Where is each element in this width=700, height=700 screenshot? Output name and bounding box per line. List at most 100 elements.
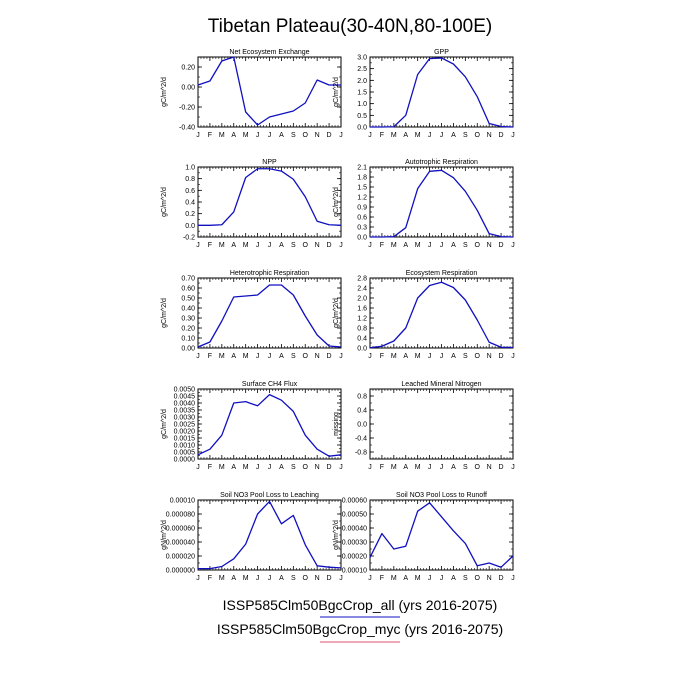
panel-2-xtick-label: M [391, 132, 397, 139]
panel-3-ytick-label: 0.4 [185, 200, 195, 207]
panel-6-ytick-label: 0.0 [357, 346, 367, 353]
panel-10-ylabel: gN/m^2/d [333, 520, 340, 550]
panel-2-ytick-label: 1.0 [357, 101, 367, 108]
panel-7-ytick-label: 0.0005 [174, 450, 196, 457]
panel-5-ytick-label: 0.00 [181, 346, 195, 353]
panel-8-ylabel: missing [333, 412, 340, 436]
panel-10-xtick-label: J [428, 575, 432, 582]
panel-6-xtick-label: J [440, 353, 444, 360]
panel-10-ytick-label: 0.00050 [342, 512, 367, 519]
panel-3-title: NPP [262, 159, 277, 166]
panel-7-ytick-label: 0.0050 [174, 387, 196, 394]
panel-6-xtick-label: A [451, 353, 456, 360]
panel-2-xtick-label: O [475, 132, 481, 139]
panel-2-ytick-label: 2.0 [357, 78, 367, 85]
panel-5-xtick-label: F [208, 353, 212, 360]
legend-label-myc: ISSP585Clm50BgcCrop_myc (yrs 2016-2075) [217, 621, 503, 637]
panel-10-xtick-label: M [391, 575, 397, 582]
panel-1-xtick-label: S [291, 132, 296, 139]
panel-2-ytick-label: 0.0 [357, 125, 367, 132]
panel-4-xtick-label: S [463, 242, 468, 249]
panel-2-xtick-label: J [368, 132, 372, 139]
panel-8-xtick-label: A [403, 464, 408, 471]
panel-9-ylabel: gN/m^2/d [161, 520, 168, 550]
panel-9-xtick-label: J [268, 575, 272, 582]
panel-3-xtick-label: M [219, 242, 225, 249]
panel-9-xtick-label: O [303, 575, 309, 582]
main-title: Tibetan Plateau(30-40N,80-100E) [208, 16, 492, 37]
panel-10-xtick-label: J [368, 575, 372, 582]
panel-8-frame [369, 388, 514, 460]
panel-2-frame [369, 56, 514, 128]
panel-5-xtick-label: N [315, 353, 320, 360]
panel-10-ytick-label: 0.00010 [342, 568, 367, 575]
panel-8-xtick-label: N [487, 464, 492, 471]
panel-3-xtick-label: J [256, 242, 260, 249]
panel-7-ytick-label: 0.0025 [174, 422, 196, 429]
panel-8-xtick-label: S [463, 464, 468, 471]
panel-6-ytick-label: 1.6 [357, 306, 367, 313]
panel-3-xtick-label: J [268, 242, 272, 249]
panel-7-xtick-label: M [219, 464, 225, 471]
panel-1-xtick-label: M [243, 132, 249, 139]
panel-4-ytick-label: 2.1 [357, 165, 367, 172]
legend-label-all: ISSP585Clm50BgcCrop_all (yrs 2016-2075) [223, 597, 498, 613]
panel-2-xtick-label: A [403, 132, 408, 139]
panel-8: Leached Mineral Nitrogen missing -0.8 -0.4 0… [333, 381, 515, 471]
panel-6-title: Ecosystem Respiration [406, 270, 478, 277]
panel-3-ytick-label: 0.0 [185, 223, 195, 230]
panel-2-ytick-label: 2.5 [357, 66, 367, 73]
panel-5-ytick-label: 0.20 [181, 326, 195, 333]
panel-4-ytick-label: 0.3 [357, 225, 367, 232]
panel-4-xtick-label: J [440, 242, 444, 249]
panel-2-xtick-label: J [511, 132, 515, 139]
panel-7-xtick-label: N [315, 464, 320, 471]
panel-2-xtick-label: J [440, 132, 444, 139]
panel-4-xtick-label: A [403, 242, 408, 249]
panel-8-xtick-label: J [428, 464, 432, 471]
panel-4-xtick-label: M [415, 242, 421, 249]
panel-7-ytick-label: 0.0015 [174, 436, 196, 443]
panel-1: Net Ecosystem Exchange gC/m^2/d -0.40 -0.20… [161, 49, 343, 139]
panel-3-ytick-label: -0.2 [183, 235, 195, 242]
panel-9-ytick-label: 0.000000 [166, 568, 195, 575]
panel-3-ytick-label: 1.0 [185, 165, 195, 172]
panel-1-xtick-label: J [256, 132, 260, 139]
panel-5-ytick-label: 0.30 [181, 316, 195, 323]
panel-4-ytick-label: 0.0 [357, 235, 367, 242]
panel-5-ytick-label: 0.50 [181, 296, 195, 303]
panel-9-xtick-label: A [231, 575, 236, 582]
panel-5-ytick-label: 0.60 [181, 286, 195, 293]
panel-9-xtick-label: S [291, 575, 296, 582]
panel-6-xtick-label: J [428, 353, 432, 360]
panel-7-frame [197, 388, 342, 460]
panel-7-xtick-label: J [268, 464, 272, 471]
panel-10-xtick-label: M [415, 575, 421, 582]
panel-7-ytick-label: 0.0035 [174, 408, 196, 415]
panel-2-xtick-label: J [428, 132, 432, 139]
panel-10-xtick-label: J [511, 575, 515, 582]
panel-6-xtick-label: N [487, 353, 492, 360]
panel-1-xtick-label: J [339, 132, 343, 139]
panel-6-xtick-label: J [368, 353, 372, 360]
panel-6-ylabel: gC/m^2/d [333, 298, 340, 328]
panel-5-xtick-label: D [327, 353, 332, 360]
panel-7-xtick-label: F [208, 464, 212, 471]
panel-9-xtick-label: M [219, 575, 225, 582]
panel-2-xtick-label: A [451, 132, 456, 139]
panel-5-xtick-label: S [291, 353, 296, 360]
panel-10-ytick-label: 0.00020 [342, 554, 367, 561]
panel-1-xtick-label: F [208, 132, 212, 139]
panel-6-ytick-label: 2.0 [357, 296, 367, 303]
panel-10-title: Soil NO3 Pool Loss to Runoff [396, 492, 487, 499]
panel-9-xtick-label: M [243, 575, 249, 582]
panel-5-ytick-label: 0.70 [181, 276, 195, 283]
panel-8-xtick-label: D [499, 464, 504, 471]
panel-9-xtick-label: D [327, 575, 332, 582]
panel-7-series-line [197, 393, 342, 457]
panel-2-ytick-label: 1.5 [357, 90, 367, 97]
panel-8-xtick-label: J [368, 464, 372, 471]
